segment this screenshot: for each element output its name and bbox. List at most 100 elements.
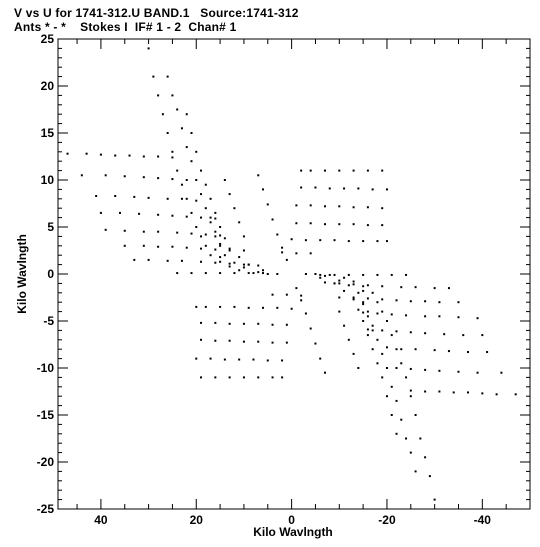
data-point	[376, 338, 379, 341]
data-point	[357, 367, 360, 369]
data-point	[223, 179, 226, 181]
data-point	[147, 258, 150, 261]
data-point	[400, 362, 403, 365]
data-point	[433, 349, 436, 352]
data-point	[338, 223, 341, 226]
data-point	[228, 265, 231, 268]
data-point	[262, 188, 265, 191]
data-point	[390, 334, 393, 337]
data-point	[424, 300, 427, 303]
data-point	[271, 218, 274, 221]
data-point	[233, 272, 236, 275]
data-point	[80, 174, 83, 177]
data-point	[409, 300, 412, 303]
data-point	[414, 286, 417, 289]
data-point	[257, 340, 260, 343]
data-point	[185, 113, 188, 116]
data-point	[385, 395, 388, 398]
data-point	[352, 352, 355, 355]
data-point	[200, 169, 203, 172]
data-point	[142, 176, 145, 179]
data-point	[376, 273, 379, 276]
data-point	[147, 47, 150, 50]
data-point	[323, 281, 326, 284]
data-point	[314, 342, 317, 345]
y-tick-label: 20	[41, 79, 55, 93]
data-point	[281, 246, 284, 249]
data-point	[166, 259, 169, 262]
data-point	[338, 279, 341, 282]
data-point	[300, 169, 303, 172]
data-point	[447, 350, 450, 353]
data-point	[481, 392, 484, 395]
data-point	[228, 376, 231, 379]
data-point	[200, 235, 203, 238]
data-point	[271, 293, 274, 296]
data-point	[200, 193, 203, 196]
data-point	[409, 331, 412, 334]
data-point	[481, 334, 484, 337]
data-point	[352, 298, 355, 301]
data-point	[238, 358, 241, 361]
data-point	[414, 348, 417, 351]
data-point	[262, 306, 265, 309]
data-point	[271, 323, 274, 326]
data-point	[376, 312, 379, 315]
data-point	[171, 150, 174, 153]
data-point	[190, 272, 193, 275]
data-point	[371, 291, 374, 294]
data-point	[176, 272, 179, 275]
data-point	[157, 213, 160, 216]
data-point	[309, 222, 312, 225]
x-axis-label: Kilo Wavlngth	[253, 525, 333, 539]
data-point	[319, 273, 322, 276]
data-point	[395, 367, 398, 369]
data-point	[271, 376, 274, 379]
data-point	[381, 376, 384, 379]
data-point	[366, 224, 369, 227]
data-point	[200, 321, 203, 324]
y-tick-labels: 25 20 15 10 5 0 -5 -10 -15 -20 -25	[37, 32, 55, 516]
data-point	[204, 272, 207, 275]
data-point	[157, 230, 160, 233]
data-point	[214, 235, 217, 238]
data-point	[180, 259, 183, 262]
data-point	[405, 437, 408, 440]
data-point	[433, 287, 436, 290]
data-point	[242, 322, 245, 325]
data-point	[204, 305, 207, 308]
data-point	[214, 321, 217, 324]
data-point	[195, 226, 198, 228]
data-point	[295, 222, 298, 225]
y-tick-label: -5	[43, 314, 54, 328]
data-point	[357, 187, 360, 190]
data-point	[242, 235, 245, 238]
data-point	[304, 312, 307, 315]
data-point	[171, 245, 174, 248]
data-point	[314, 273, 317, 275]
data-point	[309, 252, 312, 255]
chart-title: V vs U for 1741-312.U BAND.1 Source:1741…	[14, 6, 299, 20]
y-tick-label: 0	[47, 267, 54, 281]
data-point	[247, 263, 250, 266]
data-point	[266, 203, 269, 206]
data-point	[238, 269, 241, 272]
data-point	[114, 194, 117, 197]
data-point	[457, 316, 460, 319]
data-point	[409, 395, 412, 398]
data-point	[405, 273, 408, 276]
data-point	[323, 169, 326, 172]
data-point	[142, 230, 145, 233]
data-point	[180, 127, 183, 130]
data-point	[424, 368, 427, 371]
data-point	[400, 418, 403, 421]
data-point	[209, 357, 212, 360]
data-point	[157, 155, 160, 158]
data-point	[223, 254, 226, 257]
data-point	[433, 498, 436, 501]
data-point	[309, 327, 312, 330]
y-tick-label: 5	[47, 220, 54, 234]
data-point	[390, 385, 393, 388]
data-point	[180, 183, 183, 186]
